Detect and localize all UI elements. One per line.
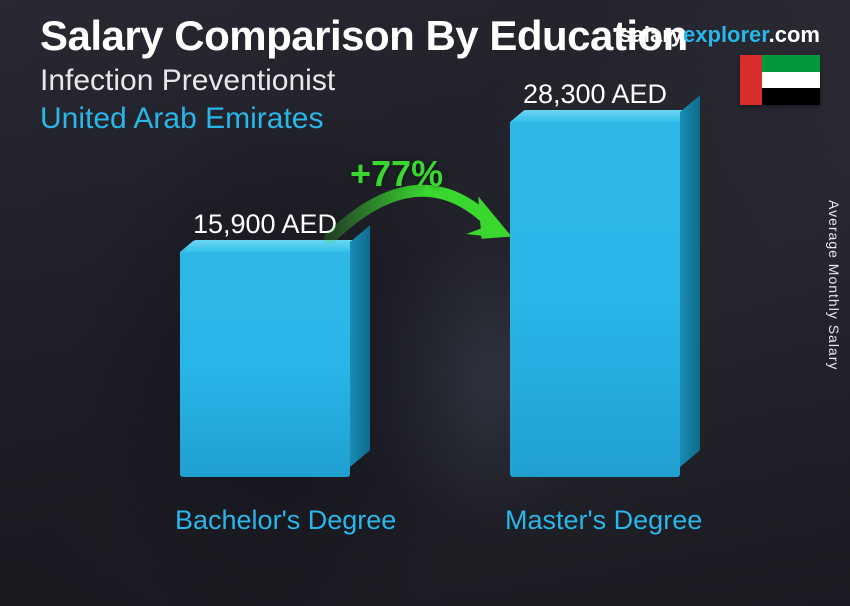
bar-masters: 28,300 AED Master's Degree bbox=[505, 79, 685, 536]
yaxis-label: Average Monthly Salary bbox=[826, 200, 842, 370]
bar-3d-masters bbox=[510, 122, 680, 477]
flag-horizontal-stripes bbox=[762, 55, 820, 105]
job-title: Infection Preventionist bbox=[40, 64, 820, 98]
brand-logo: salaryexplorer.com bbox=[619, 22, 820, 48]
bar-side-face bbox=[680, 95, 700, 467]
bar-top-face bbox=[510, 110, 694, 122]
bar-bachelors: 15,900 AED Bachelor's Degree bbox=[175, 209, 355, 536]
brand-part3: .com bbox=[769, 22, 820, 47]
country-name: United Arab Emirates bbox=[40, 102, 820, 136]
percent-increase-badge: +77% bbox=[350, 153, 443, 195]
flag-black-stripe bbox=[762, 88, 820, 105]
bar-value-bachelors: 15,900 AED bbox=[175, 209, 355, 240]
flag-red-stripe bbox=[740, 55, 762, 105]
bar-3d-bachelors bbox=[180, 252, 350, 477]
bar-value-masters: 28,300 AED bbox=[505, 79, 685, 110]
bar-label-masters: Master's Degree bbox=[505, 505, 685, 536]
brand-part2: explorer bbox=[683, 22, 769, 47]
bar-front-face bbox=[180, 252, 350, 477]
bar-front-face bbox=[510, 122, 680, 477]
uae-flag-icon bbox=[740, 55, 820, 105]
flag-white-stripe bbox=[762, 72, 820, 89]
brand-part1: salary bbox=[619, 22, 683, 47]
bar-side-face bbox=[350, 225, 370, 467]
bar-label-bachelors: Bachelor's Degree bbox=[175, 505, 355, 536]
flag-green-stripe bbox=[762, 55, 820, 72]
bar-chart: 15,900 AED Bachelor's Degree 28,300 AED … bbox=[140, 146, 740, 586]
bar-top-face bbox=[180, 240, 364, 252]
